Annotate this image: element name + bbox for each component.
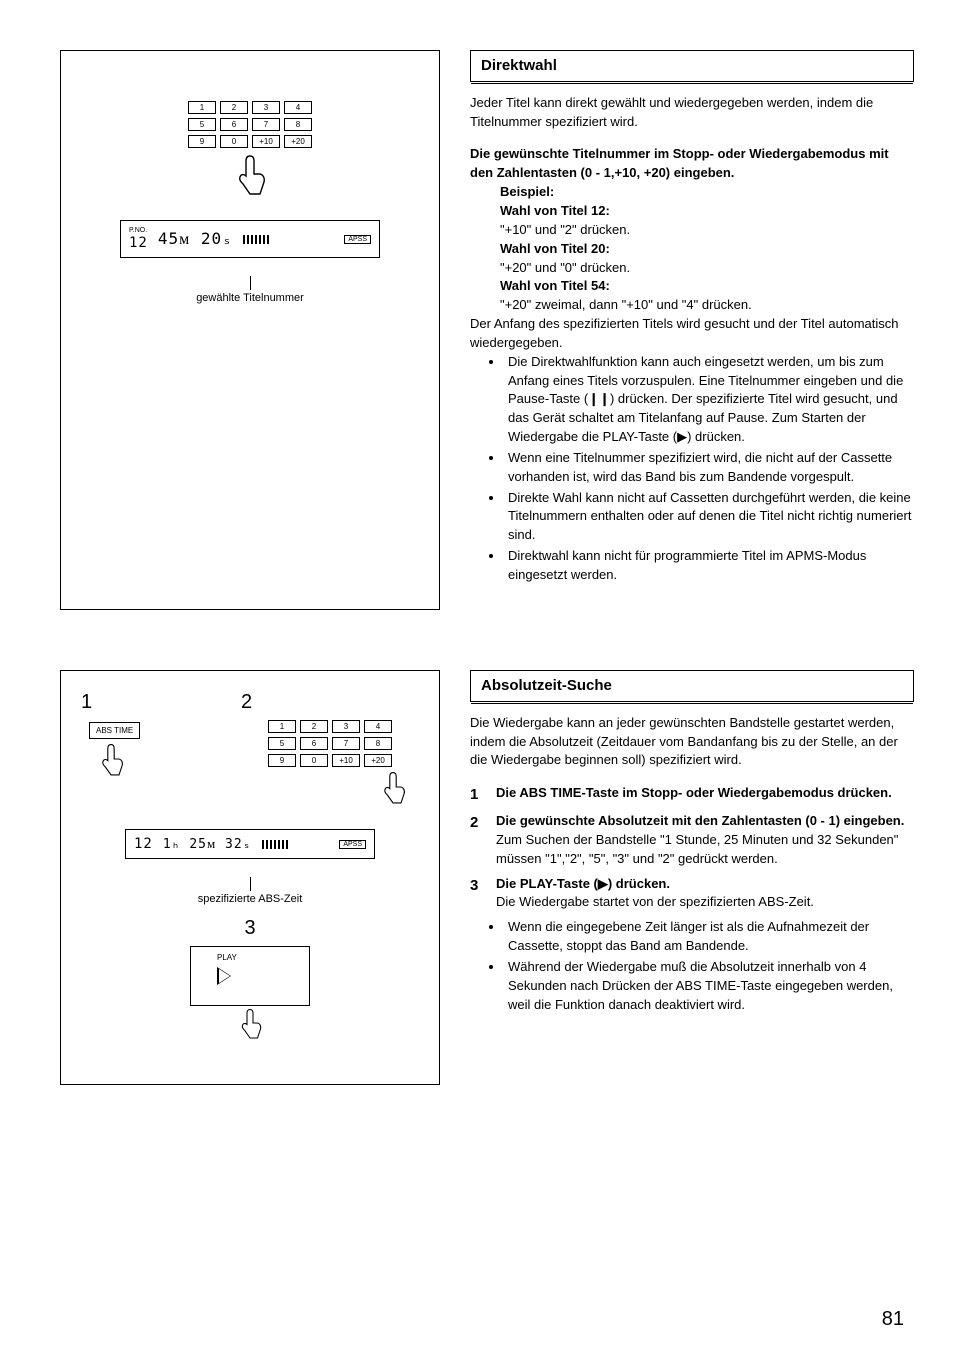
step-1: 1 Die ABS TIME-Taste im Stopp- oder Wied… xyxy=(470,784,914,806)
example-1-text: "+10" und "2" drücken. xyxy=(500,221,914,240)
example-2-heading: Wahl von Titel 20: xyxy=(500,240,914,259)
barcode-icon xyxy=(262,840,290,849)
text-column-2: Absolutzeit-Suche Die Wiedergabe kann an… xyxy=(470,670,914,1085)
text-column-1: Direktwahl Jeder Titel kann direkt gewäh… xyxy=(470,50,914,610)
beispiel-label: Beispiel: xyxy=(500,183,914,202)
section-absolutzeit: 1 ABS TIME 2 1 2 3 xyxy=(60,670,914,1085)
step-3-text: Die Wiedergabe startet von der spezifizi… xyxy=(496,893,914,912)
step-1-number: 1 xyxy=(81,691,201,714)
figure-2-caption: spezifizierte ABS-Zeit xyxy=(81,877,419,905)
keypad-2: 1 2 3 4 5 6 7 8 9 0 +10 +20 xyxy=(241,720,419,767)
barcode-icon xyxy=(243,235,271,244)
figure-1-caption: gewählte Titelnummer xyxy=(81,276,419,304)
key: 3 xyxy=(252,101,280,114)
step-2-heading: Die gewünschte Absolutzeit mit den Zahle… xyxy=(496,812,914,831)
list-item: Wenn die eingegebene Zeit länger ist als… xyxy=(504,918,914,956)
intro-text: Jeder Titel kann direkt gewählt und wied… xyxy=(470,94,914,132)
hand-icon xyxy=(230,154,270,200)
bullet-list-2: Wenn die eingegebene Zeit länger ist als… xyxy=(504,918,914,1014)
step-2-number: 2 xyxy=(241,691,419,714)
key: 7 xyxy=(252,118,280,131)
key: 7 xyxy=(332,737,360,750)
hand-icon xyxy=(377,771,409,809)
display-time: 1ₕ 25ᴍ 32ₛ xyxy=(163,836,252,852)
step-2: 2 Die gewünschte Absolutzeit mit den Zah… xyxy=(470,812,914,869)
key: 2 xyxy=(220,101,248,114)
step-1-heading: Die ABS TIME-Taste im Stopp- oder Wieder… xyxy=(496,784,914,806)
hand-icon xyxy=(235,1008,265,1044)
bullet-list-1: Die Direktwahlfunktion kann auch eingese… xyxy=(504,353,914,585)
step-3-number: 3 xyxy=(244,917,255,940)
step-number: 1 xyxy=(470,784,484,806)
section-direktwahl: 1 2 3 4 5 6 7 8 9 0 +10 +20 xyxy=(60,50,914,610)
step-2-text: Zum Suchen der Bandstelle "1 Stunde, 25 … xyxy=(496,831,914,869)
key: 0 xyxy=(220,135,248,148)
after-text: Der Anfang des spezifizierten Titels wir… xyxy=(470,315,914,353)
list-item: Wenn eine Titelnummer spezifiziert wird,… xyxy=(504,449,914,487)
key: 3 xyxy=(332,720,360,733)
keypad-1: 1 2 3 4 5 6 7 8 9 0 +10 +20 xyxy=(81,101,419,148)
key: +10 xyxy=(252,135,280,148)
example-3-text: "+20" zweimal, dann "+10" und "4" drücke… xyxy=(500,296,914,315)
page-number: 81 xyxy=(882,1308,904,1331)
key: 8 xyxy=(364,737,392,750)
play-button-graphic: PLAY xyxy=(190,946,310,1006)
key: 5 xyxy=(188,118,216,131)
key: 4 xyxy=(284,101,312,114)
key: 1 xyxy=(188,101,216,114)
figure-1-box: 1 2 3 4 5 6 7 8 9 0 +10 +20 xyxy=(60,50,440,610)
intro-text-2: Die Wiedergabe kann an jeder gewünschten… xyxy=(470,714,914,771)
key: 2 xyxy=(300,720,328,733)
list-item: Die Direktwahlfunktion kann auch eingese… xyxy=(504,353,914,447)
key: 6 xyxy=(300,737,328,750)
figure-2-column: 1 ABS TIME 2 1 2 3 xyxy=(60,670,440,1085)
example-1-heading: Wahl von Titel 12: xyxy=(500,202,914,221)
list-item: Während der Wiedergabe muß die Absolutze… xyxy=(504,958,914,1015)
list-item: Direktwahl kann nicht für programmierte … xyxy=(504,547,914,585)
display-label: P.NO. xyxy=(129,227,148,234)
key: +10 xyxy=(332,754,360,767)
display-track: 12 xyxy=(129,235,148,251)
key: 9 xyxy=(188,135,216,148)
play-icon xyxy=(217,967,231,985)
step-number: 2 xyxy=(470,812,484,869)
key: 6 xyxy=(220,118,248,131)
step-number: 3 xyxy=(470,875,484,913)
display-panel-1: P.NO. 12 45ᴍ 20ₛ APSS xyxy=(120,220,380,258)
key: +20 xyxy=(284,135,312,148)
key: 8 xyxy=(284,118,312,131)
key: 1 xyxy=(268,720,296,733)
figure-2-box: 1 ABS TIME 2 1 2 3 xyxy=(60,670,440,1085)
display-time: 45ᴍ 20ₛ xyxy=(158,229,233,249)
step-3-heading: Die PLAY-Taste (▶) drücken. xyxy=(496,875,914,894)
key: 5 xyxy=(268,737,296,750)
list-item: Direkte Wahl kann nicht auf Cassetten du… xyxy=(504,489,914,546)
heading-direktwahl: Direktwahl xyxy=(470,50,914,82)
play-label: PLAY xyxy=(217,953,237,962)
figure-1-column: 1 2 3 4 5 6 7 8 9 0 +10 +20 xyxy=(60,50,440,610)
key: 0 xyxy=(300,754,328,767)
key: +20 xyxy=(364,754,392,767)
key: 4 xyxy=(364,720,392,733)
abs-time-button-graphic: ABS TIME xyxy=(89,722,140,739)
display-panel-2: 12 1ₕ 25ᴍ 32ₛ APSS xyxy=(125,829,375,859)
key: 9 xyxy=(268,754,296,767)
apss-badge: APSS xyxy=(339,840,366,849)
sub-heading: Die gewünschte Titelnummer im Stopp- ode… xyxy=(470,145,914,183)
heading-absolutzeit: Absolutzeit-Suche xyxy=(470,670,914,702)
hand-icon xyxy=(95,743,127,781)
example-2-text: "+20" und "0" drücken. xyxy=(500,259,914,278)
example-3-heading: Wahl von Titel 54: xyxy=(500,277,914,296)
step-3: 3 Die PLAY-Taste (▶) drücken. Die Wieder… xyxy=(470,875,914,913)
display-track: 12 xyxy=(134,836,153,852)
page: 1 2 3 4 5 6 7 8 9 0 +10 +20 xyxy=(60,50,914,1085)
apss-badge: APSS xyxy=(344,235,371,244)
